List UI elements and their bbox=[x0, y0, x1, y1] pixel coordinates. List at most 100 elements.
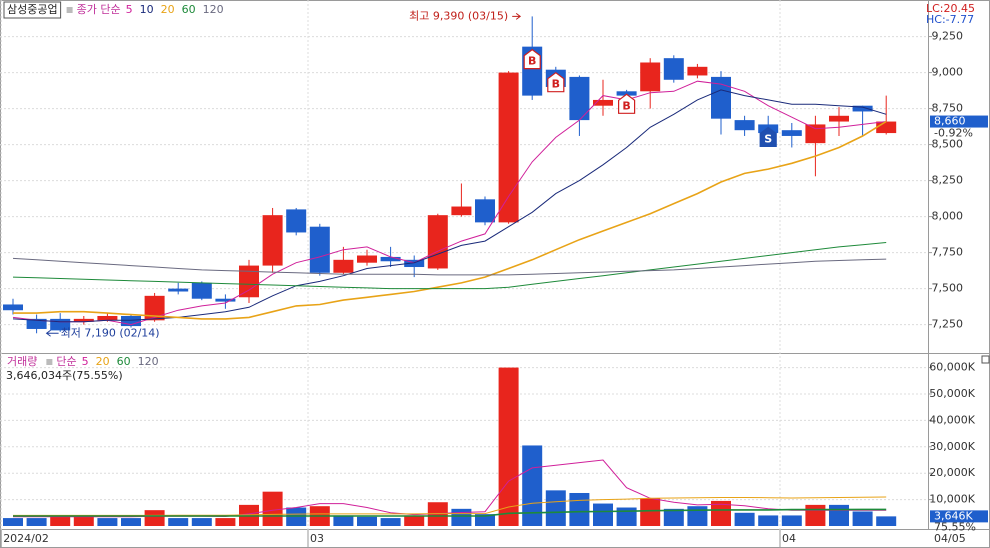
candle-body bbox=[380, 256, 401, 262]
candle-body bbox=[427, 215, 448, 269]
y-tick-label: 30,000K bbox=[929, 440, 975, 453]
candle-body bbox=[781, 130, 802, 136]
candle-body bbox=[829, 115, 849, 122]
candle-body bbox=[191, 282, 212, 299]
candle-body bbox=[309, 226, 330, 273]
x-last-date: 04/05 bbox=[934, 532, 966, 545]
legend-title-box bbox=[3, 1, 62, 19]
legend-title: 삼성중공업 bbox=[7, 3, 58, 16]
candle-body bbox=[50, 318, 71, 331]
legend-title: 거래량 bbox=[7, 355, 37, 368]
y-tick-label: 40,000K bbox=[929, 413, 975, 426]
current-volume-box bbox=[930, 510, 988, 523]
candle-body bbox=[286, 209, 307, 233]
current-volume-ratio: 75.55% bbox=[934, 520, 976, 533]
volume-bar bbox=[569, 492, 590, 526]
volume-bar bbox=[144, 510, 165, 526]
y-tick-label: 60,000K bbox=[929, 361, 975, 374]
volume-bar bbox=[663, 508, 684, 526]
legend-icon bbox=[66, 7, 73, 13]
y-tick-label: 8,000 bbox=[932, 210, 964, 223]
annotation-arrow bbox=[512, 13, 522, 20]
moving-average-line bbox=[13, 120, 887, 320]
y-tick-label: 20,000K bbox=[929, 466, 975, 479]
volume-bar bbox=[50, 516, 71, 526]
candle-body bbox=[711, 76, 731, 119]
legend-entry: 20 bbox=[161, 3, 175, 16]
current-price-label: 8,660 bbox=[934, 115, 966, 128]
moving-average-line bbox=[12, 257, 887, 276]
lc-label: LC:20.45 bbox=[926, 2, 975, 15]
volume-bar bbox=[168, 518, 189, 526]
legend-entry: 10 bbox=[140, 3, 154, 16]
moving-average-line bbox=[13, 508, 887, 517]
y-tick-label: 8,500 bbox=[932, 138, 964, 151]
y-tick-label: 9,250 bbox=[932, 30, 964, 43]
moving-average-line bbox=[12, 242, 887, 290]
volume-bar bbox=[97, 518, 118, 526]
signal-marker bbox=[547, 71, 565, 93]
legend-prefix: 종가 단순 bbox=[77, 3, 121, 16]
volume-info: 3,646,034주(75.55%) bbox=[6, 369, 123, 382]
volume-bar bbox=[829, 504, 849, 526]
volume-bar bbox=[262, 491, 283, 526]
legend-entry: 5 bbox=[126, 3, 133, 16]
candle-body bbox=[239, 265, 259, 298]
panel-button[interactable] bbox=[981, 355, 990, 364]
candle-body bbox=[593, 99, 613, 106]
candle-body bbox=[687, 66, 708, 76]
volume-bar bbox=[522, 445, 543, 526]
y-tick-label: 7,750 bbox=[932, 246, 964, 259]
y-tick-label: 8,250 bbox=[932, 174, 964, 187]
y-tick-label: 7,250 bbox=[932, 318, 964, 331]
candle-body bbox=[852, 105, 873, 112]
hc-label: HC:-7.77 bbox=[926, 13, 974, 26]
volume-bar bbox=[191, 518, 212, 526]
volume-bar bbox=[380, 518, 401, 526]
y-tick-label: 9,000 bbox=[932, 66, 964, 79]
signal-label: S bbox=[764, 132, 772, 145]
volume-bar bbox=[215, 518, 236, 526]
volume-bar bbox=[711, 500, 731, 526]
volume-bar bbox=[357, 516, 377, 526]
volume-bar bbox=[498, 367, 519, 526]
candle-body bbox=[357, 255, 377, 263]
signal-label: B bbox=[552, 78, 560, 91]
volume-bar bbox=[333, 515, 354, 526]
candle-body bbox=[876, 121, 897, 134]
current-change: -0.92% bbox=[934, 127, 973, 140]
candle-body bbox=[451, 206, 472, 216]
y-tick-label: 10,000K bbox=[929, 493, 975, 506]
volume-bar bbox=[3, 518, 23, 526]
y-tick-label: 8,750 bbox=[932, 102, 964, 115]
candle-body bbox=[333, 259, 354, 273]
annotation-arrow bbox=[45, 329, 59, 337]
signal-label: B bbox=[528, 55, 536, 68]
legend-prefix: 단순 bbox=[56, 355, 76, 368]
legend-entry: 60 bbox=[182, 3, 196, 16]
candle-body bbox=[475, 199, 495, 223]
candle-body bbox=[616, 91, 637, 96]
candle-body bbox=[215, 298, 236, 302]
signal-label: B bbox=[622, 99, 630, 112]
signal-marker bbox=[618, 93, 636, 114]
candle-body bbox=[569, 76, 590, 121]
candle-body bbox=[26, 318, 47, 329]
volume-bar bbox=[593, 503, 613, 526]
candle-body bbox=[144, 295, 165, 321]
y-tick-label: 50,000K bbox=[929, 387, 975, 400]
volume-bar bbox=[404, 515, 425, 526]
volume-bar bbox=[852, 511, 873, 526]
low-annotation: 최저 7,190 (02/14) bbox=[61, 326, 160, 339]
volume-bar bbox=[805, 504, 826, 526]
volume-bar bbox=[26, 518, 47, 526]
candle-body bbox=[3, 304, 23, 311]
candle-body bbox=[640, 62, 661, 92]
legend-entry: 60 bbox=[117, 355, 131, 368]
moving-average-line bbox=[12, 89, 887, 323]
volume-bar bbox=[734, 512, 755, 526]
volume-bar bbox=[640, 498, 661, 526]
volume-bar bbox=[758, 515, 779, 526]
candle-body bbox=[97, 315, 118, 321]
